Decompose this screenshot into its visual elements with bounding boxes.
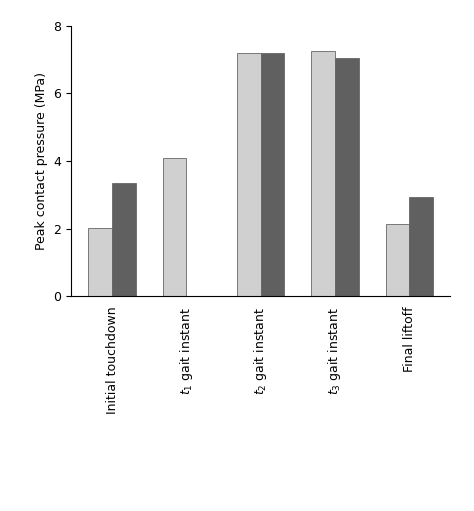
Y-axis label: Peak contact pressure (MPa): Peak contact pressure (MPa) [35,72,48,250]
Bar [112,183,136,296]
Bar [261,53,284,296]
Bar [311,51,335,296]
Bar [385,224,409,296]
Bar [409,197,433,296]
Bar [88,228,112,296]
Bar [335,58,359,296]
Bar [237,53,261,296]
Bar [163,157,186,296]
